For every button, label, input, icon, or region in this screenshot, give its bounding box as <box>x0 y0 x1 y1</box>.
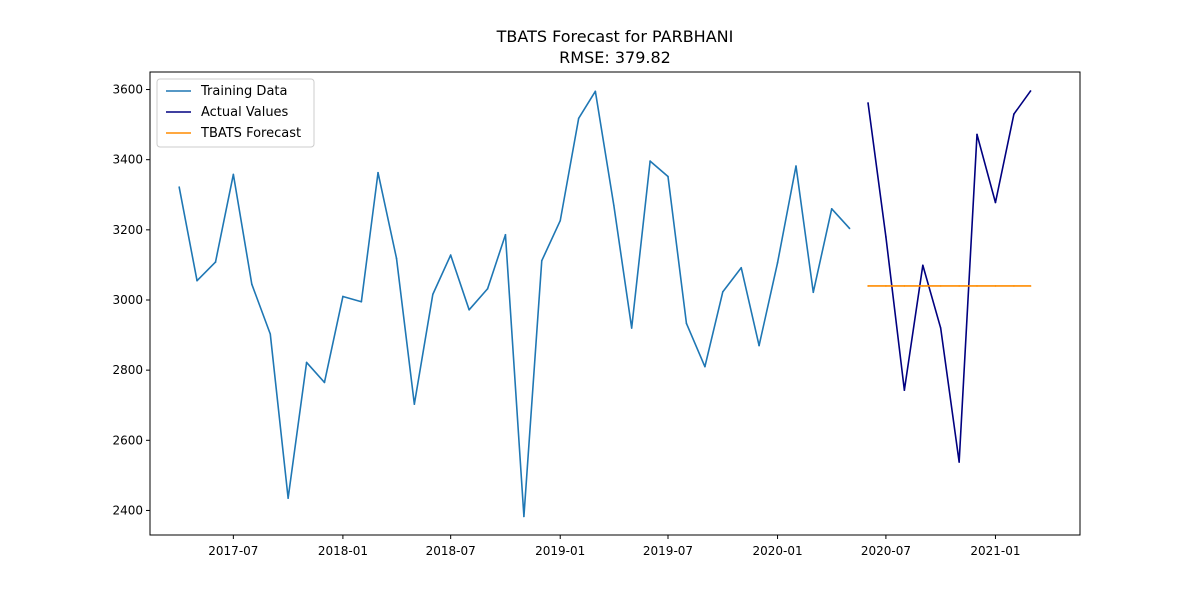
y-tick-label: 2400 <box>112 503 143 517</box>
data-point <box>885 285 887 287</box>
x-tick-label: 2021-01 <box>970 544 1020 558</box>
data-point <box>449 254 452 256</box>
x-tick-label: 2020-07 <box>861 544 911 558</box>
data-point <box>649 160 651 162</box>
y-tick-label: 3000 <box>112 293 143 307</box>
data-point <box>721 291 724 293</box>
legend: Training Data Actual Values TBATS Forecast <box>156 78 315 148</box>
data-point <box>994 285 997 287</box>
data-point <box>795 165 797 167</box>
data-point <box>704 365 706 368</box>
data-point <box>468 309 470 311</box>
data-point <box>1029 90 1032 92</box>
data-point <box>630 327 633 329</box>
chart-subtitle: RMSE: 379.82 <box>559 48 671 67</box>
data-point <box>540 259 543 262</box>
data-point <box>269 333 272 335</box>
data-point <box>758 344 760 347</box>
x-tick-label: 2019-01 <box>535 544 585 558</box>
x-tick-label: 2018-07 <box>426 544 476 558</box>
data-point <box>559 219 562 222</box>
data-point <box>432 293 434 296</box>
data-point <box>413 403 416 405</box>
y-tick-label: 3400 <box>112 153 143 167</box>
series-layer <box>178 90 1032 518</box>
x-tick-label: 2018-01 <box>318 544 368 558</box>
data-point <box>867 102 869 104</box>
y-tick-label: 2600 <box>112 433 143 447</box>
data-point <box>939 285 942 287</box>
legend-box <box>156 78 315 148</box>
data-point <box>939 327 942 329</box>
data-point <box>323 381 326 384</box>
data-point <box>903 285 906 287</box>
axis-layer: 2017-07 2018-01 2018-07 2019-01 2019-07 2020-… <box>112 83 1020 558</box>
data-point <box>251 283 253 286</box>
data-point <box>613 204 615 207</box>
legend-label: TBATS Forecast <box>200 126 301 141</box>
data-point <box>922 285 924 287</box>
x-tick-label: 2019-07 <box>643 544 693 558</box>
data-point <box>812 291 815 294</box>
data-point <box>1013 285 1015 287</box>
data-point <box>685 322 688 325</box>
y-tick-label: 3600 <box>112 83 143 97</box>
data-point <box>994 201 997 204</box>
data-point <box>958 461 960 463</box>
data-point <box>776 262 779 264</box>
data-point <box>360 300 363 303</box>
data-point <box>305 361 308 364</box>
data-point <box>976 133 978 136</box>
data-point <box>958 285 960 287</box>
plot-background <box>150 72 1080 535</box>
data-point <box>523 515 525 518</box>
series-line-training-data <box>178 90 851 518</box>
data-point <box>214 261 217 263</box>
data-point <box>1013 113 1015 115</box>
x-tick-label: 2017-07 <box>208 544 258 558</box>
data-point <box>740 266 743 269</box>
data-point <box>830 208 833 210</box>
data-point <box>594 90 597 93</box>
chart-title: TBATS Forecast for PARBHANI <box>496 27 734 46</box>
legend-label: Actual Values <box>201 105 289 120</box>
data-point <box>196 279 198 282</box>
data-point <box>504 233 507 236</box>
data-point <box>232 173 235 176</box>
data-point <box>922 264 924 267</box>
y-tick-label: 2800 <box>112 363 143 377</box>
data-point <box>976 285 978 287</box>
data-point <box>486 287 489 290</box>
data-point <box>885 236 887 238</box>
plot-frame <box>149 71 1081 536</box>
series-line-actual-values <box>867 90 1032 463</box>
data-point <box>342 295 344 298</box>
legend-label: Training Data <box>200 84 287 99</box>
data-point <box>903 389 906 391</box>
data-point <box>395 257 398 260</box>
data-point <box>667 175 669 178</box>
data-point <box>1029 285 1032 287</box>
x-tick-label: 2020-01 <box>752 544 802 558</box>
data-point <box>848 227 851 230</box>
data-point <box>287 497 289 499</box>
data-point <box>577 117 580 120</box>
y-tick-label: 3200 <box>112 223 143 237</box>
data-point <box>867 285 869 287</box>
data-point <box>377 171 379 174</box>
data-point <box>178 186 180 188</box>
